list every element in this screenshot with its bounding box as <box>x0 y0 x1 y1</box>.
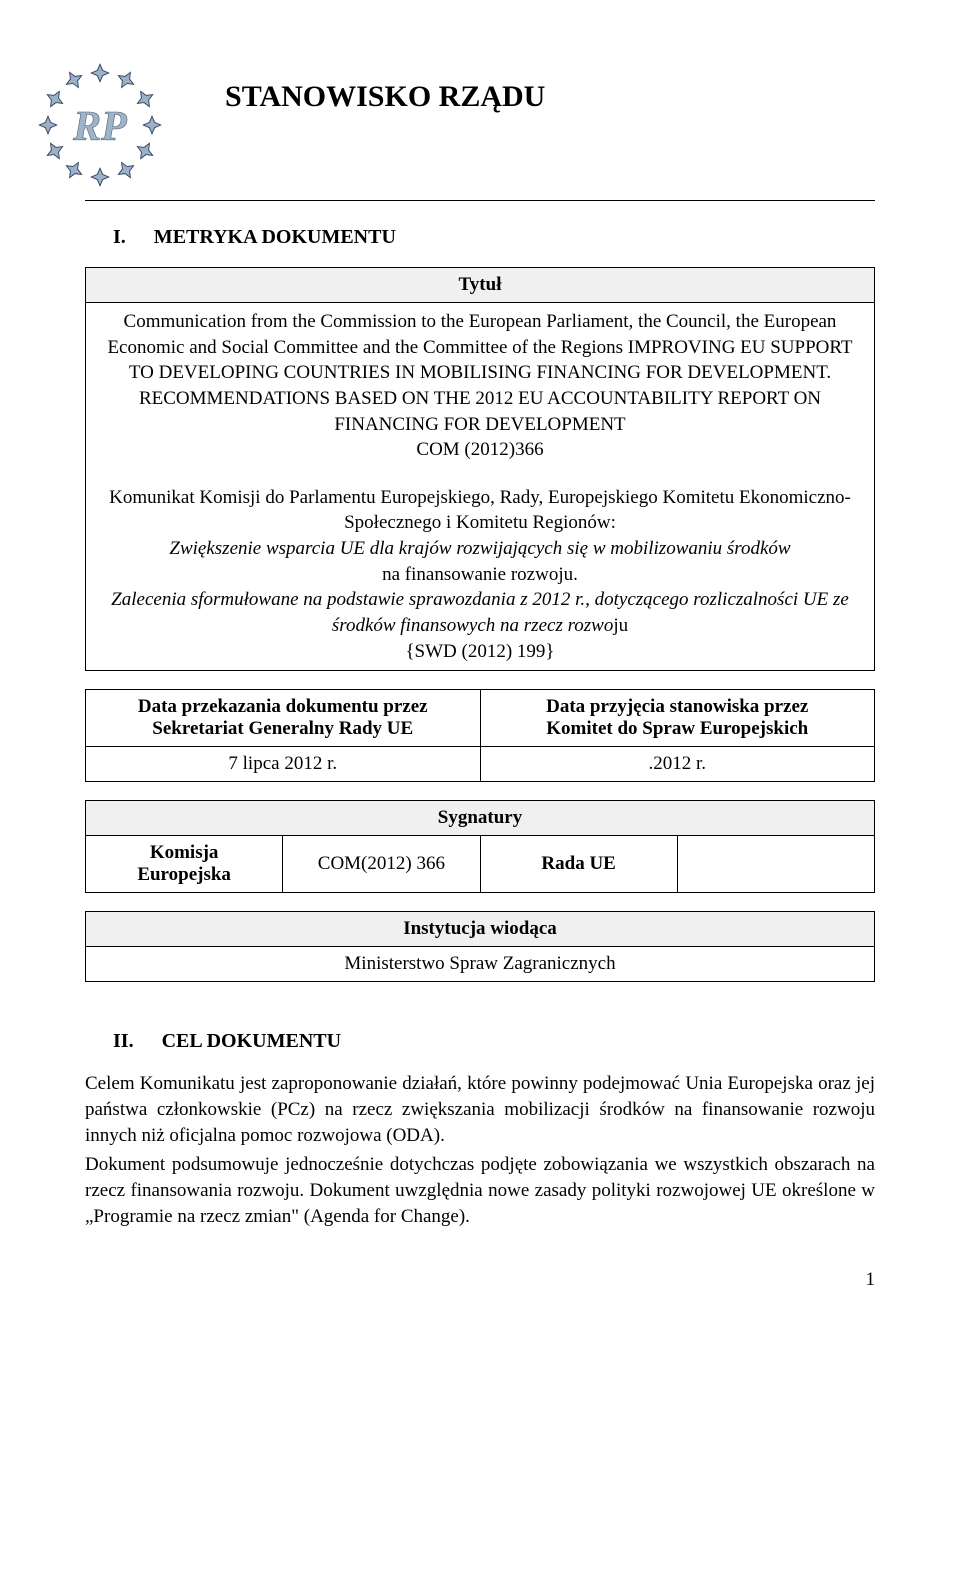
sygnatury-header: Sygnatury <box>86 801 875 836</box>
sygnatury-col1-2: Europejska <box>137 864 231 885</box>
title-pl-1: Komunikat Komisji do Parlamentu Europejs… <box>96 485 864 562</box>
dates-col2-head-2: Komitet do Spraw Europejskich <box>546 718 808 739</box>
title-pl-1b: Zwiększenie wsparcia UE dla krajów rozwi… <box>169 538 790 559</box>
dates-col1-val: 7 lipca 2012 r. <box>86 747 481 782</box>
title-pl-3: Zalecenia sformułowane na podstawie spra… <box>96 587 864 638</box>
dates-box: Data przekazania dokumentu przez Sekreta… <box>85 689 875 782</box>
sygnatury-box: Sygnatury Komisja Europejska COM(2012) 3… <box>85 800 875 893</box>
dates-col2-val: .2012 r. <box>480 747 875 782</box>
section-title-part: EL DOKUMENTU <box>176 1030 341 1052</box>
dates-col1-head-2: Sekretariat Generalny Rady UE <box>152 718 413 739</box>
rp-emblem-icon: RP <box>35 60 165 190</box>
title-en-1: Communication from the Commission to the… <box>96 309 864 386</box>
title-part: R <box>439 80 461 113</box>
title-rule <box>85 200 875 201</box>
section-roman: I. <box>113 226 126 248</box>
title-part: TANOWISKO <box>242 80 439 113</box>
title-pl-1a: Komunikat Komisji do Parlamentu Europejs… <box>109 487 851 534</box>
section-title-part: ETRYKA DOKUMENTU <box>173 226 396 248</box>
section-title-part: C <box>162 1030 176 1052</box>
title-part: ZĄDU <box>460 80 545 113</box>
dates-col2-head: Data przyjęcia stanowiska przez Komitet … <box>480 690 875 747</box>
inst-val: Ministerstwo Spraw Zagranicznych <box>86 947 875 982</box>
body-p1: Celem Komunikatu jest zaproponowanie dzi… <box>85 1071 875 1148</box>
dates-col1-head: Data przekazania dokumentu przez Sekreta… <box>86 690 481 747</box>
dates-col2-head-1: Data przyjęcia stanowiska przez <box>546 696 808 717</box>
title-box-body: Communication from the Commission to the… <box>86 303 875 671</box>
title-box: Tytuł Communication from the Commission … <box>85 267 875 671</box>
title-en-2: RECOMMENDATIONS BASED ON THE 2012 EU ACC… <box>96 386 864 437</box>
title-box-header: Tytuł <box>86 268 875 303</box>
section-roman: II. <box>113 1030 134 1052</box>
sygnatury-col1: Komisja Europejska <box>86 836 283 893</box>
page-number: 1 <box>85 1269 875 1291</box>
inst-header: Instytucja wiodąca <box>86 912 875 947</box>
header-row: RP STANOWISKO RZĄDU <box>85 60 875 190</box>
page-title: STANOWISKO RZĄDU <box>225 80 545 114</box>
title-pl-3a: Zalecenia sformułowane na podstawie spra… <box>111 589 849 636</box>
section-1-heading: I. METRYKA DOKUMENTU <box>113 226 875 249</box>
title-part: S <box>225 80 242 113</box>
title-en-3: COM (2012)366 <box>96 437 864 463</box>
title-pl-3b: ju <box>613 615 628 636</box>
page: RP STANOWISKO RZĄDU I.METRYKA DOKUMENTU … <box>0 0 960 1331</box>
dates-col1-head-1: Data przekazania dokumentu przez <box>138 696 428 717</box>
sygnatury-col2: COM(2012) 366 <box>283 836 480 893</box>
section-title-part: M <box>154 226 173 248</box>
title-pl-2: na finansowanie rozwoju. <box>96 562 864 588</box>
body-p2: Dokument podsumowuje jednocześnie dotych… <box>85 1152 875 1229</box>
title-pl-4: {SWD (2012) 199} <box>96 639 864 665</box>
inst-box: Instytucja wiodąca Ministerstwo Spraw Za… <box>85 911 875 982</box>
sygnatury-col4 <box>677 836 874 893</box>
sygnatury-col3: Rada UE <box>480 836 677 893</box>
section-2-heading: II. CEL DOKUMENTU <box>113 1030 875 1053</box>
svg-text:RP: RP <box>72 104 127 150</box>
sygnatury-col1-1: Komisja <box>150 842 219 863</box>
